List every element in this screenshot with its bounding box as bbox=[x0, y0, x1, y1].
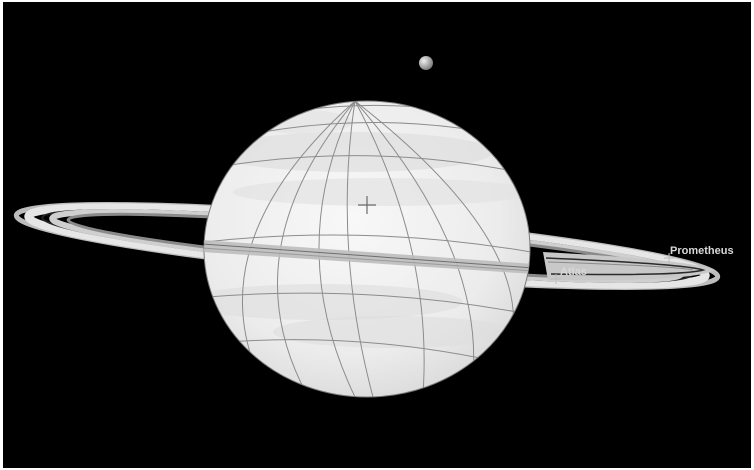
planetarium-viewport[interactable]: Prometheus Atlas bbox=[3, 2, 751, 468]
planet-bands bbox=[204, 110, 530, 348]
moon-disc[interactable] bbox=[419, 56, 433, 70]
moon-prometheus[interactable]: Prometheus bbox=[664, 245, 734, 263]
saturn-planet[interactable] bbox=[183, 100, 533, 398]
moon-atlas[interactable]: Atlas bbox=[551, 266, 587, 284]
ring-system-front bbox=[204, 240, 715, 281]
crosshair-icon bbox=[358, 196, 376, 214]
atlas-label: Atlas bbox=[560, 266, 587, 278]
plus-marker-icon bbox=[664, 253, 674, 263]
prometheus-label: Prometheus bbox=[670, 245, 734, 257]
saturn-scene[interactable]: Prometheus Atlas bbox=[3, 2, 751, 468]
plus-marker-icon bbox=[551, 274, 561, 284]
